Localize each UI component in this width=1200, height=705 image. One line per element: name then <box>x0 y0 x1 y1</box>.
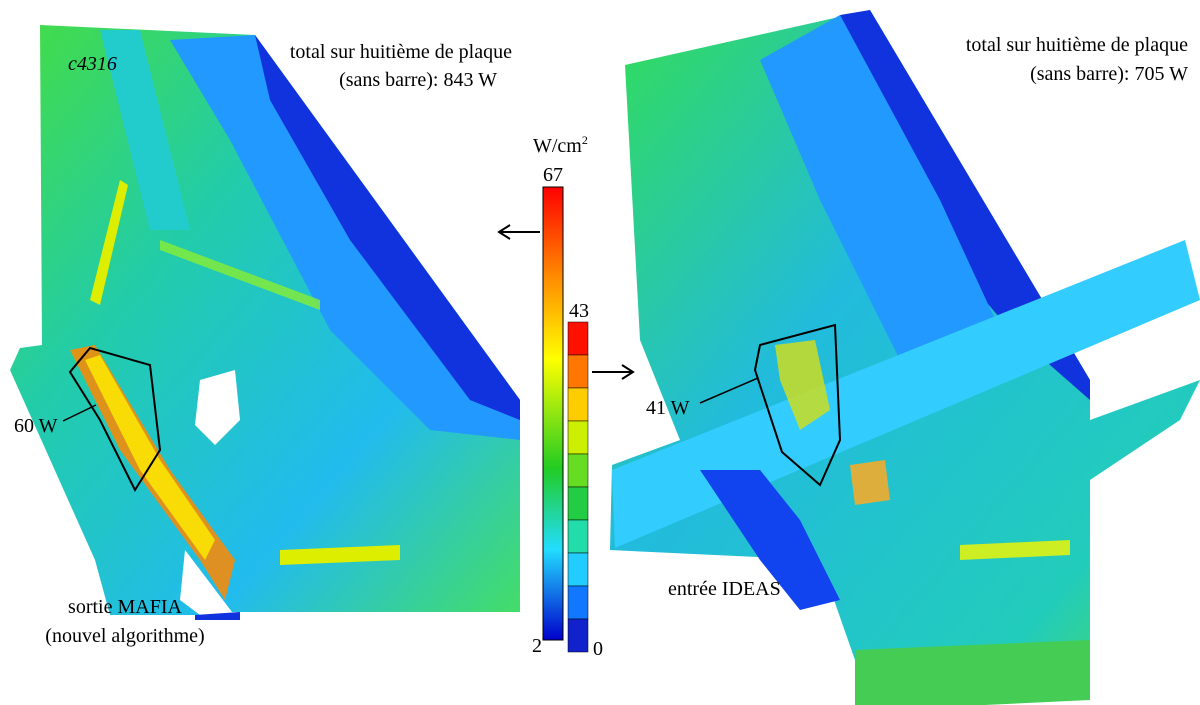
left-total: (sans barre): 843 W <box>339 69 497 91</box>
discrete-colorbar <box>567 321 589 653</box>
unit: W/cm <box>533 135 582 157</box>
discrete-max: 43 <box>569 300 589 322</box>
left-region-power: 60 W <box>14 415 58 437</box>
colorbar-max: 67 <box>543 164 563 186</box>
arrows <box>497 224 635 380</box>
left-caption: (nouvel algorithme) <box>45 625 204 647</box>
colorbar-min: 2 <box>532 635 542 657</box>
right-mesh <box>610 10 1200 705</box>
left-total: total sur huitième de plaque <box>290 41 512 63</box>
left-caption: sortie MAFIA <box>68 596 182 618</box>
right-region-power: 41 W <box>646 397 690 419</box>
left-mesh <box>10 25 520 620</box>
right-total: total sur huitième de plaque <box>966 34 1188 56</box>
case-label: c4316 <box>68 53 117 75</box>
right-total: (sans barre): 705 W <box>1030 63 1188 85</box>
discrete-min: 0 <box>593 638 603 660</box>
unit-exponent: 2 <box>582 133 588 147</box>
colorbar-unit: W/cm2 <box>533 133 588 157</box>
colorbars <box>497 186 635 653</box>
right-caption: entrée IDEAS <box>668 578 781 600</box>
continuous-colorbar <box>542 186 564 641</box>
